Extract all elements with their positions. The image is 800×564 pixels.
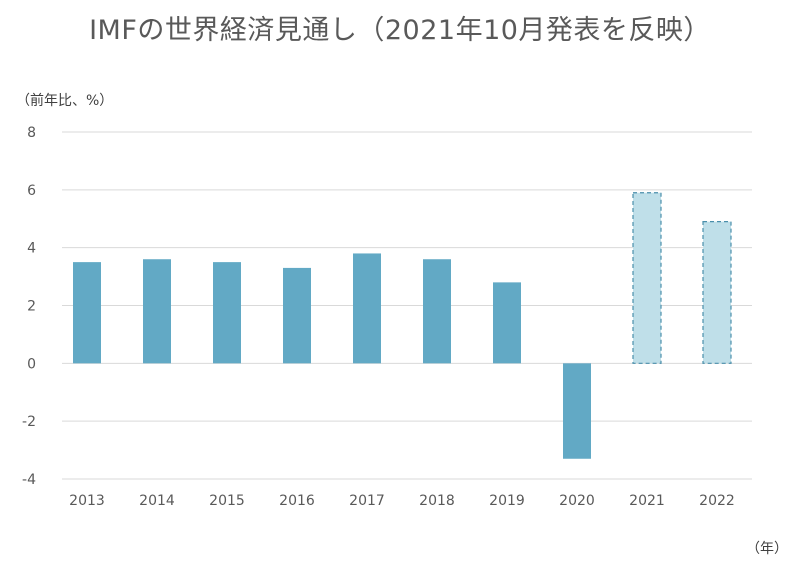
- bar: [73, 262, 101, 364]
- chart-title: IMFの世界経済見通し（2021年10月発表を反映）: [89, 15, 711, 46]
- x-tick-label: 2013: [69, 493, 105, 509]
- bar: [143, 259, 171, 364]
- bar: [563, 363, 591, 459]
- bar-projected: [702, 221, 732, 364]
- bar: [423, 259, 451, 364]
- x-axis-label: （年）: [746, 541, 788, 557]
- x-tick-label: 2018: [419, 493, 455, 509]
- x-tick-label: 2022: [699, 493, 735, 509]
- y-tick-label: 0: [27, 356, 36, 372]
- bar: [353, 253, 381, 364]
- y-tick-label: 2: [27, 299, 36, 315]
- y-tick-label: 6: [27, 183, 36, 199]
- x-tick-label: 2016: [279, 493, 315, 509]
- x-tick-label: 2021: [629, 493, 665, 509]
- y-tick-label: -2: [22, 414, 36, 430]
- bar: [493, 282, 521, 364]
- y-tick-label: -4: [22, 472, 36, 488]
- bar: [283, 267, 311, 364]
- x-tick-label: 2020: [559, 493, 595, 509]
- y-tick-label: 4: [27, 241, 36, 257]
- y-tick-label: 8: [27, 125, 36, 141]
- bar-projected: [632, 192, 662, 364]
- x-tick-label: 2014: [139, 493, 175, 509]
- x-tick-label: 2019: [489, 493, 525, 509]
- bar: [213, 262, 241, 364]
- x-tick-label: 2017: [349, 493, 385, 509]
- y-axis-label: （前年比、%）: [16, 93, 114, 109]
- x-tick-label: 2015: [209, 493, 245, 509]
